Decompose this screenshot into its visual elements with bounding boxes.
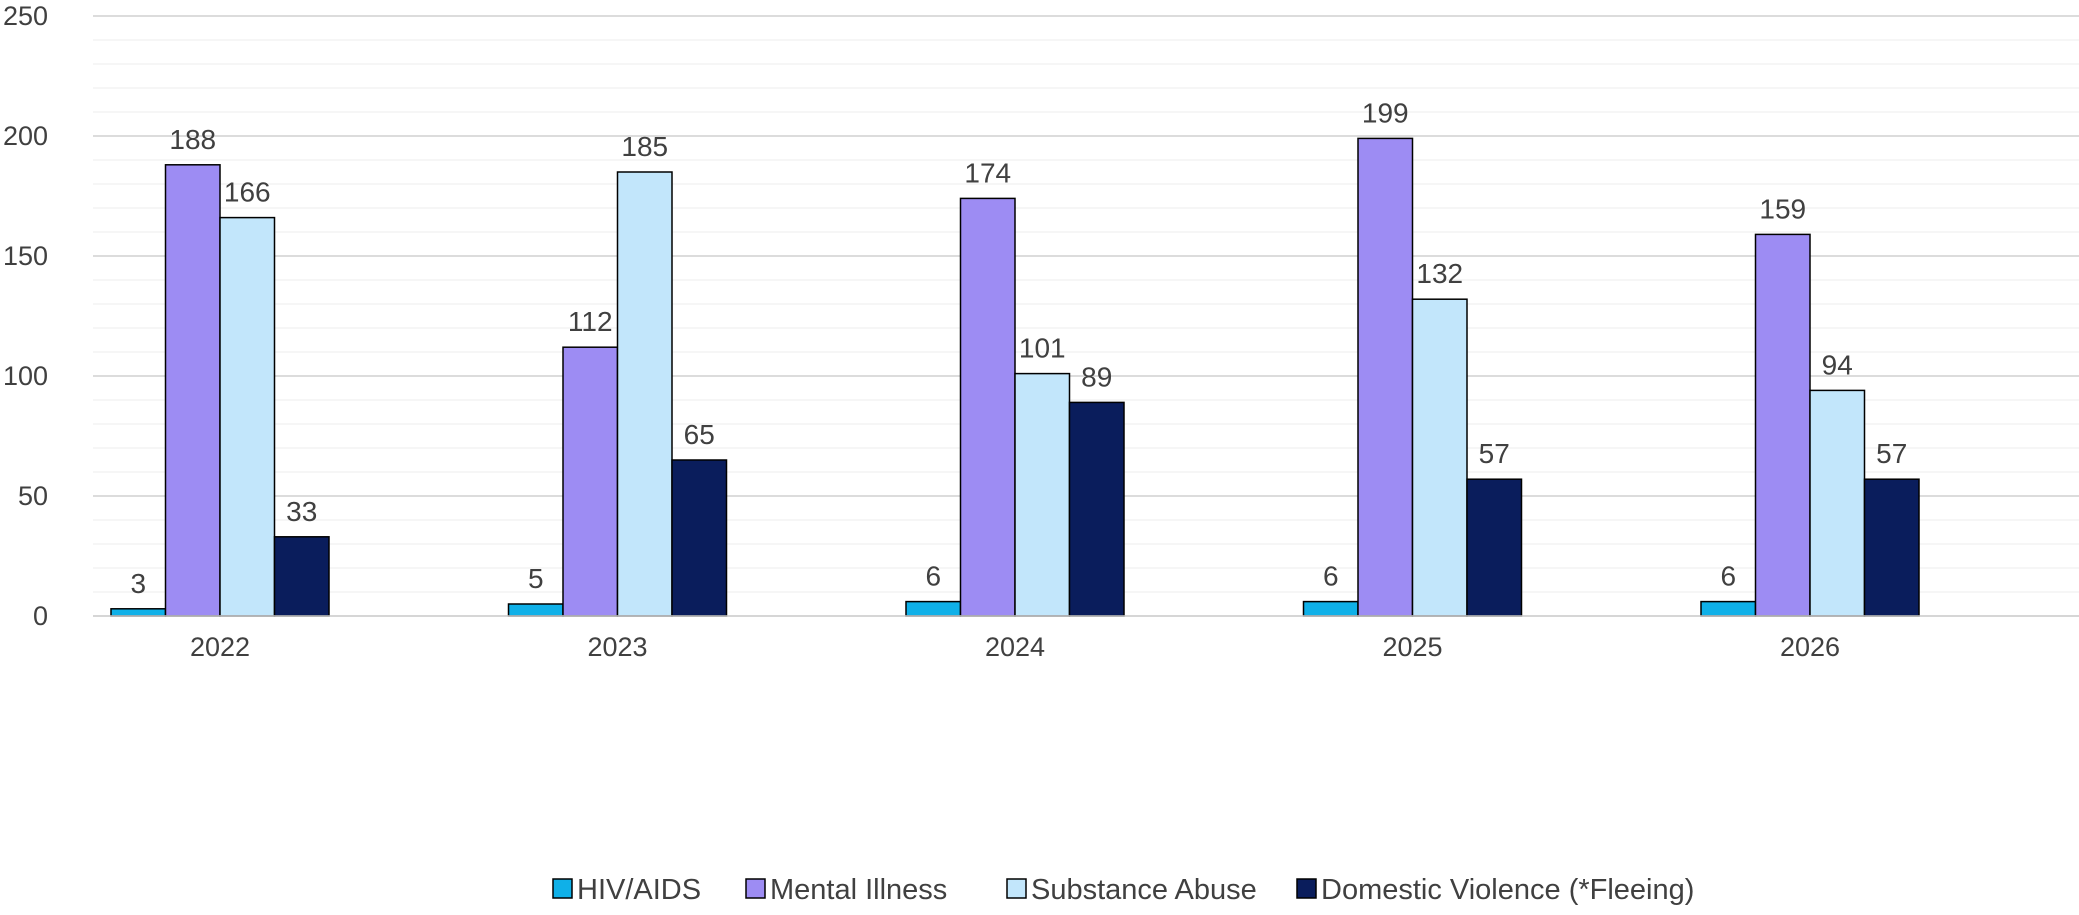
data-label: 101: [1019, 333, 1066, 364]
data-label: 94: [1822, 349, 1853, 380]
x-tick-label: 2023: [587, 632, 647, 662]
bar: [671, 459, 728, 617]
data-label: 174: [964, 157, 1011, 188]
bar: [1809, 389, 1866, 617]
data-label: 5: [528, 563, 544, 594]
gridlines: [93, 15, 2079, 593]
x-tick-label: 2024: [985, 632, 1045, 662]
data-label: 6: [925, 561, 941, 592]
data-label: 112: [568, 306, 613, 337]
legend-label: Substance Abuse: [1031, 874, 1257, 906]
data-labels: 3 188 166 33 5 112 185 65 6 174 101 89 6 199 132 57 6 159…: [130, 97, 1907, 598]
data-label: 65: [684, 419, 715, 450]
legend-label: HIV/AIDS: [577, 874, 701, 906]
bar: [1357, 137, 1414, 617]
y-tick-label: 250: [3, 1, 48, 31]
x-tick-label: 2025: [1382, 632, 1442, 662]
bar: [1863, 478, 1920, 617]
data-label: 199: [1362, 97, 1409, 128]
bar: [1068, 401, 1125, 617]
x-axis-tick-labels: 2022 2023 2024 2025 2026: [190, 632, 1840, 662]
data-label: 89: [1081, 361, 1112, 392]
data-label: 159: [1759, 193, 1806, 224]
bar: [219, 216, 276, 617]
data-label: 185: [621, 131, 668, 162]
legend-swatch: [745, 878, 766, 899]
bar: [110, 608, 167, 617]
bar: [1411, 298, 1468, 617]
y-tick-label: 150: [3, 241, 48, 271]
data-label: 57: [1479, 438, 1510, 469]
x-tick-label: 2022: [190, 632, 250, 662]
bar: [1700, 600, 1757, 617]
bar: [959, 197, 1016, 617]
y-tick-label: 200: [3, 121, 48, 151]
bar: [1014, 372, 1071, 617]
y-tick-label: 100: [3, 361, 48, 391]
bar: [273, 536, 330, 617]
data-label: 132: [1416, 258, 1463, 289]
bar: [164, 164, 221, 617]
bars: [110, 137, 1920, 617]
legend-swatch: [552, 878, 573, 899]
bar: [905, 600, 962, 617]
data-label: 33: [286, 496, 317, 527]
legend-label: Domestic Violence (*Fleeing): [1321, 874, 1694, 906]
data-label: 6: [1323, 561, 1339, 592]
data-label: 3: [130, 568, 146, 599]
bar: [507, 603, 564, 617]
data-label: 166: [224, 177, 271, 208]
data-label: 6: [1720, 561, 1736, 592]
data-label: 57: [1876, 438, 1907, 469]
bar: [616, 171, 673, 617]
bar: [562, 346, 619, 617]
y-tick-label: 0: [33, 601, 48, 631]
bar: [1754, 233, 1811, 617]
y-tick-label: 50: [18, 481, 48, 511]
y-axis-tick-labels: 0 50 100 150 200 250: [3, 1, 48, 631]
legend-swatch: [1296, 878, 1317, 899]
x-tick-label: 2026: [1780, 632, 1840, 662]
data-label: 188: [169, 124, 216, 155]
bar: [1302, 600, 1359, 617]
bar: [1466, 478, 1523, 617]
legend-swatch: [1006, 878, 1027, 899]
legend-label: Mental Illness: [770, 874, 947, 906]
legend: HIV/AIDS Mental Illness Substance Abuse Dom…: [552, 874, 1694, 906]
